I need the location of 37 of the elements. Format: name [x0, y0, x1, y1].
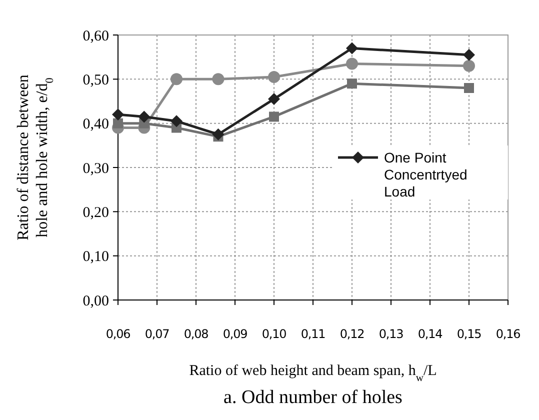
y-tick-label: 0,40: [82, 116, 109, 133]
point: [113, 118, 123, 128]
x-tick-label: 0,11: [300, 327, 326, 341]
x-tick-label: 0,07: [144, 327, 170, 341]
x-tick-label: 0,10: [262, 327, 286, 341]
x-tick-label: 0,13: [378, 327, 404, 341]
x-tick-label: 0,09: [222, 327, 248, 341]
point: [346, 58, 358, 70]
x-tick-label: 0,14: [418, 327, 442, 341]
y-tick-label: 0,30: [82, 160, 109, 177]
x-tick-label: 0,16: [496, 327, 520, 341]
point: [464, 83, 474, 93]
point: [170, 73, 182, 86]
y-tick-label: 0,20: [82, 204, 109, 221]
y-tick-label: 0,00: [82, 293, 109, 310]
point: [268, 93, 280, 106]
x-axis-title: Ratio of web height and beam span, h$_{w}$/L: [189, 363, 437, 384]
x-tick-label: 0,12: [340, 327, 364, 341]
x-tick-label: 0,08: [184, 327, 208, 341]
point: [212, 73, 224, 86]
point: [112, 108, 124, 120]
point: [347, 78, 357, 89]
point: [138, 110, 150, 123]
point: [170, 115, 182, 128]
point: [269, 112, 279, 122]
point: [268, 70, 280, 83]
y-tick-label: 0,60: [82, 28, 109, 44]
x-tick-label: 0,06: [106, 327, 130, 341]
text: a. Odd number of holes: [224, 387, 402, 408]
point: [463, 48, 475, 61]
legend-label: One Point Concentrtyed Load: [384, 150, 468, 200]
point: [346, 42, 358, 54]
point: [463, 60, 475, 72]
x-tick-label: 0,15: [456, 327, 482, 341]
y-tick-label: 0,10: [82, 249, 109, 266]
y-tick-label: 0,50: [82, 72, 109, 88]
point: [212, 128, 224, 140]
